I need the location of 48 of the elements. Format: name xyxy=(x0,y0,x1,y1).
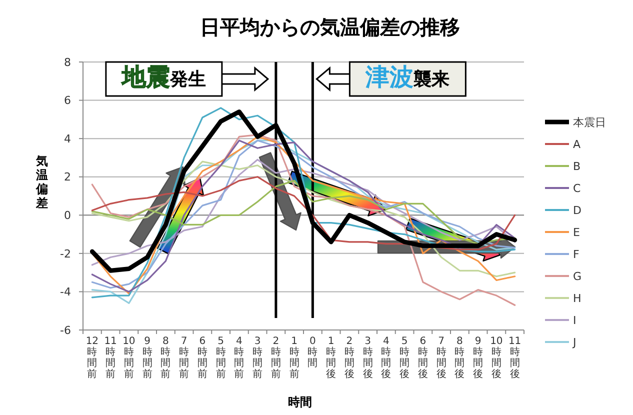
x-tick-label: 3時間後 xyxy=(362,336,373,380)
y-tick-label: 6 xyxy=(64,94,71,108)
x-tick-label: 7時間後 xyxy=(436,336,446,380)
legend-label: A xyxy=(573,138,581,151)
y-axis-title: 気温偏差 xyxy=(35,154,48,210)
x-tick-label: 8時間後 xyxy=(454,336,465,380)
x-tick-label: 1時間後 xyxy=(326,336,336,380)
x-tick-label: 9時間前 xyxy=(142,336,152,380)
legend-label: H xyxy=(573,292,582,305)
y-tick-label: -6 xyxy=(60,324,71,337)
x-tick-label: 3時間前 xyxy=(252,336,263,380)
y-tick-label: -4 xyxy=(60,286,71,299)
y-tick-label: 4 xyxy=(64,132,71,146)
ref-line-label: 地震発生 xyxy=(120,62,206,91)
x-tick-label: 2時間後 xyxy=(344,336,354,380)
y-tick-label: 0 xyxy=(64,208,71,222)
legend-label: 本震日 xyxy=(573,116,606,129)
x-tick-label: 0時間 xyxy=(308,336,318,369)
x-tick-label: 4時間後 xyxy=(381,336,392,380)
legend-label: B xyxy=(573,160,581,173)
x-tick-label: 7時間前 xyxy=(179,336,190,380)
x-tick-label: 2時間前 xyxy=(270,336,281,380)
x-tick-label: 4時間前 xyxy=(234,336,244,380)
y-tick-label: -2 xyxy=(60,247,71,260)
x-axis-title: 時間 xyxy=(288,395,312,409)
legend-label: G xyxy=(573,270,582,283)
ref-line-label: 津波襲来 xyxy=(364,62,450,91)
x-tick-label: 9時間後 xyxy=(473,336,484,380)
x-tick-label: 5時間後 xyxy=(400,336,410,380)
x-tick-label: 10時間後 xyxy=(490,336,503,380)
legend-label: I xyxy=(573,314,576,327)
chart-title: 日平均からの気温偏差の推移 xyxy=(200,15,460,39)
y-tick-label: 2 xyxy=(64,170,71,184)
legend-label: C xyxy=(573,182,581,195)
x-tick-label: 10時間前 xyxy=(122,336,136,380)
legend-label: F xyxy=(573,248,580,261)
legend-label: E xyxy=(573,226,580,239)
x-tick-label: 8時間前 xyxy=(160,336,171,380)
x-tick-label: 6時間後 xyxy=(418,336,428,380)
x-tick-label: 11時間前 xyxy=(104,336,117,380)
x-tick-label: 11時間後 xyxy=(508,336,522,380)
y-tick-label: 8 xyxy=(64,56,71,69)
x-tick-label: 5時間前 xyxy=(216,336,226,380)
x-tick-label: 6時間前 xyxy=(197,336,208,380)
x-tick-label: 12時間前 xyxy=(86,336,99,380)
x-tick-label: 1時間前 xyxy=(289,336,300,380)
legend-label: J xyxy=(572,336,576,349)
legend-label: D xyxy=(573,204,582,217)
